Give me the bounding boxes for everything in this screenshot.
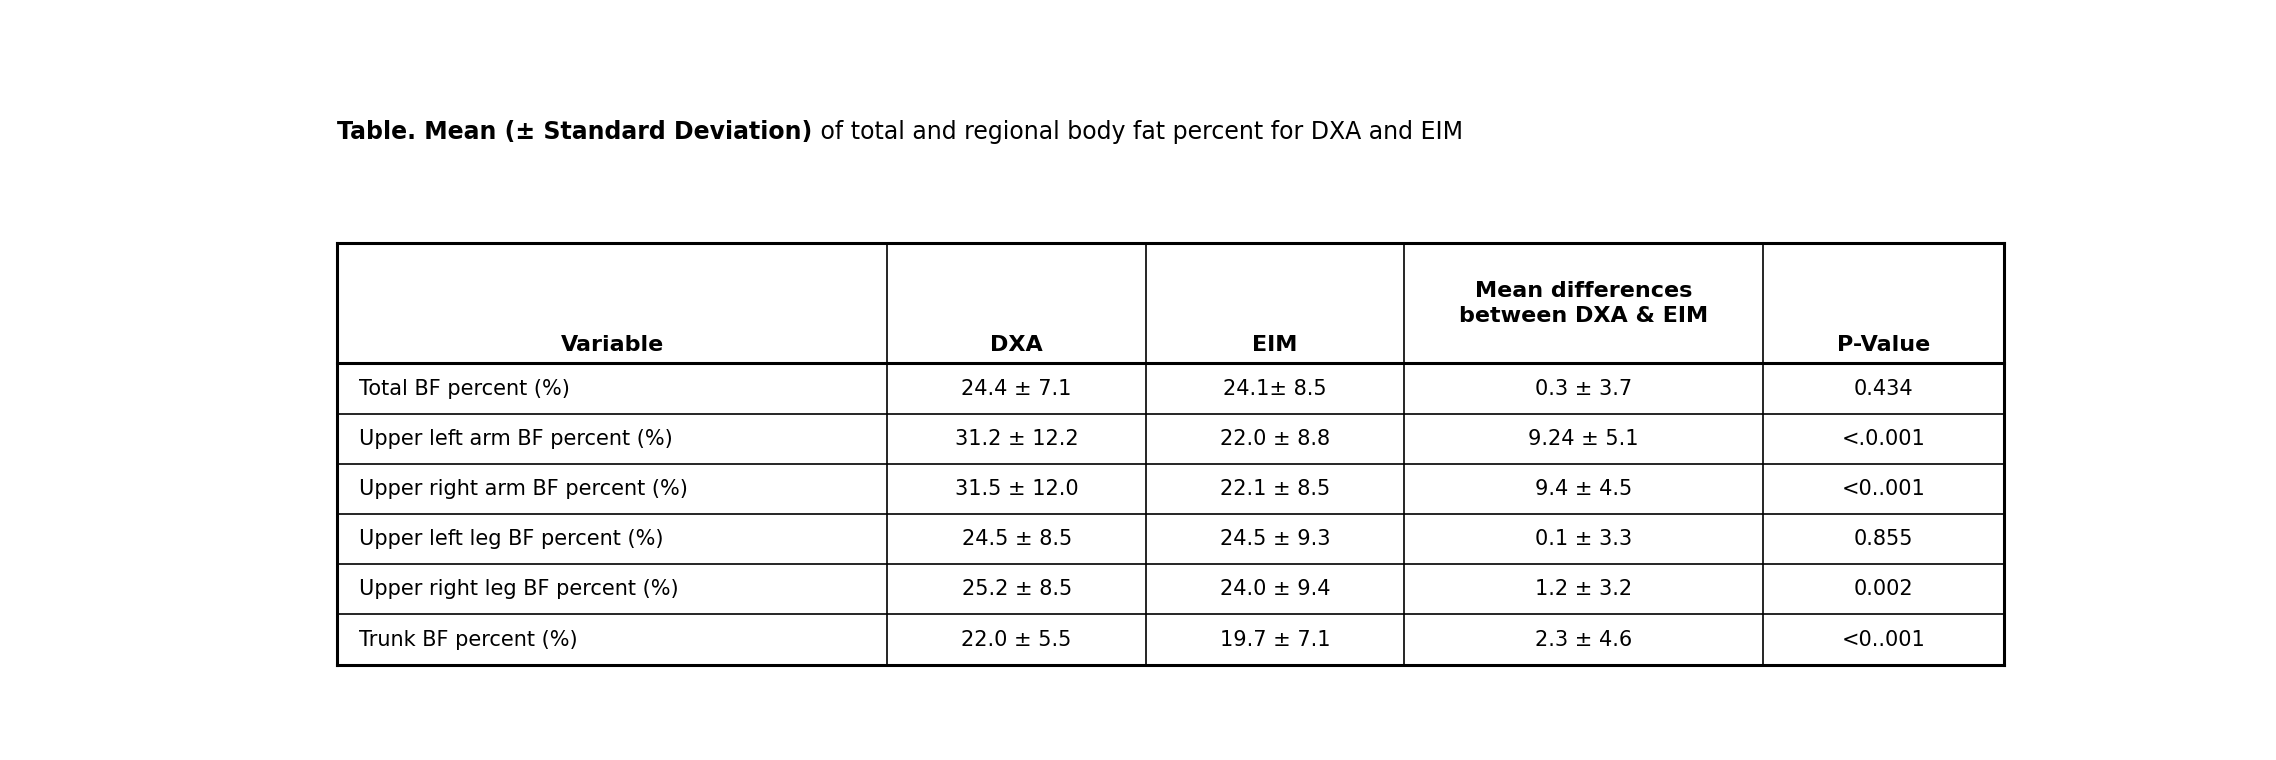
Text: 22.0 ± 5.5: 22.0 ± 5.5: [960, 629, 1072, 650]
Text: Variable: Variable: [560, 334, 665, 355]
Text: Trunk BF percent (%): Trunk BF percent (%): [360, 629, 578, 650]
Text: Total BF percent (%): Total BF percent (%): [360, 378, 569, 398]
Text: Upper left arm BF percent (%): Upper left arm BF percent (%): [360, 429, 671, 448]
Text: DXA: DXA: [990, 334, 1042, 355]
Text: 19.7 ± 7.1: 19.7 ± 7.1: [1220, 629, 1329, 650]
Text: Upper left leg BF percent (%): Upper left leg BF percent (%): [360, 529, 662, 549]
Text: 24.5 ± 8.5: 24.5 ± 8.5: [960, 529, 1072, 549]
Text: 31.5 ± 12.0: 31.5 ± 12.0: [956, 479, 1079, 499]
Text: P-Value: P-Value: [1837, 334, 1930, 355]
Text: 0.434: 0.434: [1853, 378, 1914, 398]
Text: <0..001: <0..001: [1841, 629, 1925, 650]
Text: EIM: EIM: [1252, 334, 1297, 355]
Text: 24.0 ± 9.4: 24.0 ± 9.4: [1220, 579, 1329, 600]
Text: 24.1± 8.5: 24.1± 8.5: [1222, 378, 1327, 398]
Text: Mean differences
between DXA & EIM: Mean differences between DXA & EIM: [1459, 281, 1707, 326]
Text: 0.3 ± 3.7: 0.3 ± 3.7: [1534, 378, 1632, 398]
Text: 9.24 ± 5.1: 9.24 ± 5.1: [1527, 429, 1639, 448]
Text: Upper right arm BF percent (%): Upper right arm BF percent (%): [360, 479, 687, 499]
Text: Table. Mean (± Standard Deviation): Table. Mean (± Standard Deviation): [337, 121, 813, 144]
Text: <0..001: <0..001: [1841, 479, 1925, 499]
Text: 24.4 ± 7.1: 24.4 ± 7.1: [960, 378, 1072, 398]
Text: 0.1 ± 3.3: 0.1 ± 3.3: [1534, 529, 1632, 549]
Text: 1.2 ± 3.2: 1.2 ± 3.2: [1534, 579, 1632, 600]
Text: 25.2 ± 8.5: 25.2 ± 8.5: [960, 579, 1072, 600]
Text: of total and regional body fat percent for DXA and EIM: of total and regional body fat percent f…: [813, 121, 1463, 144]
Text: 0.855: 0.855: [1853, 529, 1914, 549]
Text: 22.0 ± 8.8: 22.0 ± 8.8: [1220, 429, 1329, 448]
Text: 31.2 ± 12.2: 31.2 ± 12.2: [956, 429, 1079, 448]
Text: Upper right leg BF percent (%): Upper right leg BF percent (%): [360, 579, 678, 600]
Text: 24.5 ± 9.3: 24.5 ± 9.3: [1220, 529, 1329, 549]
Text: 2.3 ± 4.6: 2.3 ± 4.6: [1534, 629, 1632, 650]
Text: 22.1 ± 8.5: 22.1 ± 8.5: [1220, 479, 1329, 499]
Text: 0.002: 0.002: [1853, 579, 1914, 600]
Text: 9.4 ± 4.5: 9.4 ± 4.5: [1534, 479, 1632, 499]
Text: <.0.001: <.0.001: [1841, 429, 1925, 448]
